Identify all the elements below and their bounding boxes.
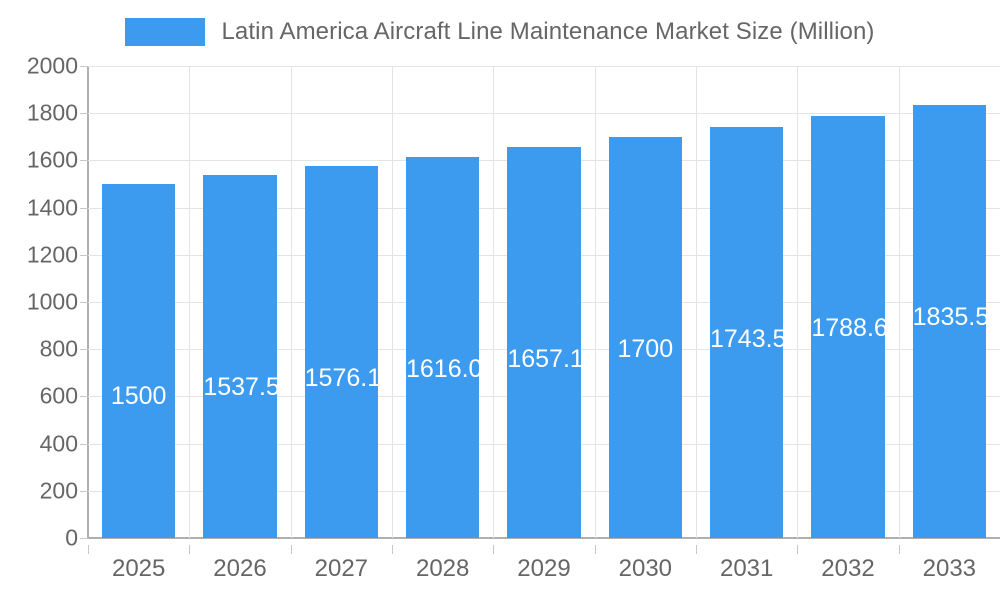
x-axis-tick-label: 2033 bbox=[922, 555, 977, 582]
bar-value-label: 1788.68 bbox=[811, 313, 885, 342]
y-axis-tick-mark bbox=[80, 538, 88, 539]
bar[interactable]: 1500 bbox=[102, 184, 176, 538]
bar[interactable]: 1657.14 bbox=[507, 146, 581, 538]
bar-slot: 1700 bbox=[595, 66, 696, 538]
bar-value-label: 1743.59 bbox=[710, 324, 784, 353]
bar-slot: 1616.06 bbox=[392, 66, 493, 538]
gridline-vertical bbox=[392, 66, 393, 538]
gridline-vertical bbox=[899, 66, 900, 538]
x-axis-tick-label: 2025 bbox=[111, 555, 166, 582]
y-axis-tick-label: 800 bbox=[39, 335, 78, 362]
y-axis-tick-mark bbox=[80, 349, 88, 351]
y-axis-tick-mark bbox=[80, 443, 88, 445]
x-axis-tick-label: 2027 bbox=[314, 555, 369, 582]
bar-value-label: 1576.19 bbox=[304, 364, 378, 393]
gridline-vertical bbox=[797, 66, 798, 538]
y-axis-tick-label: 1200 bbox=[26, 241, 78, 268]
gridline-vertical bbox=[291, 66, 292, 538]
bar-value-label: 1835.58 bbox=[912, 302, 986, 331]
bar-value-label: 1700 bbox=[617, 334, 674, 363]
y-axis-tick-label: 400 bbox=[39, 430, 78, 457]
bar[interactable]: 1537.5 bbox=[203, 175, 277, 538]
y-axis-tick-label: 1400 bbox=[26, 194, 78, 221]
y-axis-tick-label: 1000 bbox=[26, 288, 78, 315]
y-axis-tick-mark bbox=[80, 396, 88, 398]
x-axis-tick-mark bbox=[493, 545, 494, 554]
x-axis-tick-label: 2030 bbox=[618, 555, 673, 582]
bar-value-label: 1537.5 bbox=[203, 373, 277, 402]
bar-slot: 1788.68 bbox=[797, 66, 898, 538]
bar-value-label: 1616.06 bbox=[406, 354, 480, 383]
x-axis-tick-mark bbox=[595, 545, 596, 554]
bar-slot: 1500 bbox=[88, 66, 189, 538]
gridline-horizontal bbox=[88, 113, 1000, 115]
x-axis-tick-label: 2029 bbox=[517, 555, 571, 582]
y-axis-labels: 2000 1800 1600 1400 1200 1000 800 600 400 200 0 bbox=[0, 53, 78, 551]
gridline-horizontal bbox=[88, 66, 1000, 67]
gridline-vertical bbox=[493, 66, 494, 538]
x-axis-tick-mark bbox=[189, 545, 190, 554]
bar[interactable]: 1576.19 bbox=[304, 166, 378, 538]
bar[interactable]: 1835.58 bbox=[912, 104, 986, 538]
x-axis-tick-mark bbox=[88, 545, 89, 554]
x-axis-tick-label: 2031 bbox=[719, 555, 774, 582]
bar[interactable]: 1700 bbox=[608, 136, 682, 538]
y-axis-tick-label: 2000 bbox=[26, 52, 78, 79]
bar-value-label: 1500 bbox=[110, 382, 167, 410]
y-axis-tick-mark bbox=[80, 113, 88, 115]
bar[interactable]: 1616.06 bbox=[406, 156, 480, 538]
x-axis-tick-mark bbox=[899, 545, 900, 554]
bar-value-label: 1657.14 bbox=[507, 344, 581, 373]
bar[interactable]: 1743.59 bbox=[710, 126, 784, 538]
gridline-vertical bbox=[595, 66, 596, 538]
bar-slot: 1537.5 bbox=[189, 66, 290, 538]
y-axis-tick-mark bbox=[80, 302, 88, 303]
x-axis-tick-label: 2026 bbox=[213, 555, 267, 582]
x-axis-tick-mark bbox=[696, 545, 697, 554]
gridline-horizontal bbox=[88, 537, 1000, 539]
bar-slot: 1743.59 bbox=[696, 66, 797, 538]
y-axis-tick-label: 200 bbox=[39, 477, 78, 504]
x-axis-tick-label: 2028 bbox=[415, 555, 470, 582]
plot-area: 1500 1537.5 1576.19 1616.06 1657.14 1700 1743.… bbox=[80, 66, 1000, 539]
y-axis-tick-mark bbox=[80, 66, 88, 67]
legend-label: Latin America Aircraft Line Maintenance … bbox=[221, 18, 875, 45]
gridline-vertical bbox=[189, 66, 190, 538]
y-axis-tick-mark bbox=[80, 207, 88, 209]
y-axis-tick-label: 1600 bbox=[26, 146, 78, 173]
chart-legend: Latin America Aircraft Line Maintenance … bbox=[0, 14, 1000, 50]
y-axis-tick-mark bbox=[80, 490, 88, 492]
x-axis-tick-mark bbox=[392, 545, 393, 554]
x-axis-tick-mark bbox=[797, 545, 798, 554]
bar[interactable]: 1788.68 bbox=[811, 115, 885, 538]
y-axis-tick-label: 1800 bbox=[26, 99, 78, 126]
y-axis-tick-mark bbox=[80, 160, 88, 162]
x-axis-tick-label: 2032 bbox=[821, 555, 875, 582]
y-axis-tick-label: 0 bbox=[65, 524, 78, 551]
y-axis-tick-mark bbox=[80, 254, 88, 256]
bar-slot: 1657.14 bbox=[493, 66, 594, 538]
legend-color-swatch[interactable] bbox=[125, 18, 206, 46]
x-axis-labels: 2025 2026 2027 2028 2029 2030 2031 2032 2033 bbox=[88, 545, 1000, 590]
y-axis-tick-label: 600 bbox=[39, 382, 78, 409]
x-axis-tick-mark bbox=[291, 545, 292, 554]
bar-slot: 1576.19 bbox=[291, 66, 392, 538]
gridline-vertical bbox=[696, 66, 697, 538]
bar-slot: 1835.58 bbox=[899, 66, 1000, 538]
